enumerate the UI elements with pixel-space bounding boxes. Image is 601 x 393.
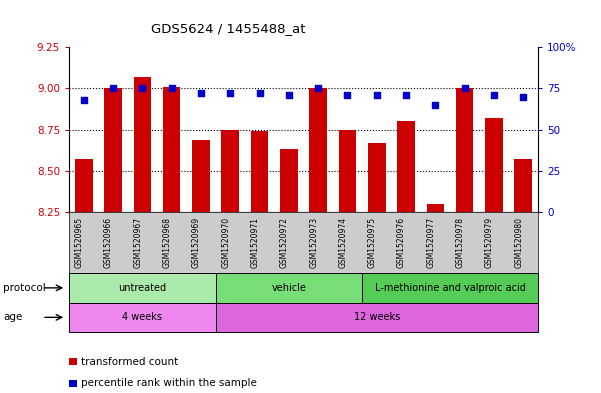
Bar (105, 88, 122, 212)
Text: GSM1520980: GSM1520980 (514, 217, 523, 268)
Bar (69, 273, 216, 303)
Text: GSM1520977: GSM1520977 (426, 217, 435, 268)
Text: vehicle: vehicle (272, 283, 307, 293)
Bar (362, 273, 538, 303)
Point (313, 85, 323, 92)
Text: untreated: untreated (118, 283, 166, 293)
Text: GSM1520975: GSM1520975 (368, 217, 377, 268)
Text: percentile rank within the sample: percentile rank within the sample (82, 378, 257, 388)
Point (138, 85, 147, 92)
Point (430, 102, 440, 108)
Text: 4 weeks: 4 weeks (123, 312, 162, 322)
Text: GSM1520969: GSM1520969 (192, 217, 201, 268)
Bar (216, 303, 538, 332)
Bar (251, 131, 268, 212)
Text: GSM1520966: GSM1520966 (104, 217, 113, 268)
Bar (75, 160, 93, 212)
Point (196, 90, 206, 97)
Text: transformed count: transformed count (82, 356, 178, 367)
Text: GSM1520978: GSM1520978 (456, 217, 465, 268)
Text: protocol: protocol (3, 283, 46, 293)
Bar (192, 140, 210, 212)
Text: GSM1520965: GSM1520965 (75, 217, 84, 268)
Text: GSM1520968: GSM1520968 (163, 217, 172, 268)
Bar (485, 118, 502, 212)
Point (225, 90, 235, 97)
Bar (368, 143, 385, 212)
Text: L-methionine and valproic acid: L-methionine and valproic acid (374, 283, 525, 293)
Point (79, 97, 88, 103)
Point (343, 92, 352, 98)
Bar (221, 130, 239, 212)
Text: GSM1520970: GSM1520970 (221, 217, 230, 268)
Point (167, 85, 177, 92)
Text: age: age (3, 312, 22, 322)
Bar (339, 130, 356, 212)
Text: GDS5624 / 1455488_at: GDS5624 / 1455488_at (151, 22, 306, 35)
Point (460, 85, 469, 92)
Text: GSM1520974: GSM1520974 (338, 217, 347, 268)
Point (489, 92, 499, 98)
Bar (427, 204, 444, 212)
Bar (397, 121, 415, 212)
Bar (280, 149, 297, 212)
Bar (133, 77, 151, 212)
Text: GSM1520972: GSM1520972 (280, 217, 289, 268)
Point (255, 90, 264, 97)
Point (401, 92, 411, 98)
Text: 12 weeks: 12 weeks (353, 312, 400, 322)
Text: GSM1520973: GSM1520973 (309, 217, 318, 268)
Point (108, 85, 118, 92)
Bar (310, 88, 327, 212)
Text: GSM1520976: GSM1520976 (397, 217, 406, 268)
Text: GSM1520971: GSM1520971 (251, 217, 260, 268)
Text: GSM1520979: GSM1520979 (485, 217, 494, 268)
Bar (514, 160, 532, 212)
Bar (456, 88, 474, 212)
Bar (163, 87, 180, 212)
Point (519, 94, 528, 100)
Text: GSM1520967: GSM1520967 (133, 217, 142, 268)
Bar (216, 273, 362, 303)
Point (284, 92, 294, 98)
Point (372, 92, 382, 98)
Bar (69, 303, 216, 332)
